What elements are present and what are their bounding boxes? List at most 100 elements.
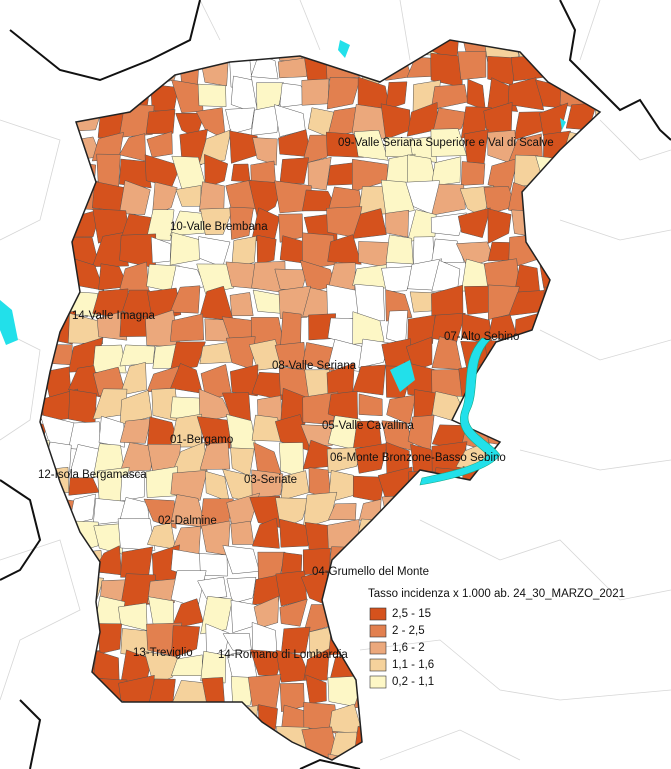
municipality xyxy=(280,626,311,654)
municipality xyxy=(352,311,385,345)
municipality xyxy=(120,546,154,578)
province-border xyxy=(39,39,602,761)
municipality xyxy=(197,576,228,599)
district-label: 03-Seriate xyxy=(244,474,297,486)
district-label: 07-Alto Sebino xyxy=(444,331,519,343)
municipality xyxy=(431,238,465,263)
municipality xyxy=(231,235,257,270)
municipality xyxy=(169,232,207,266)
district-label: 14-Romano di Lombardia xyxy=(218,649,348,661)
municipality xyxy=(386,310,408,345)
municipality xyxy=(119,361,147,396)
lake xyxy=(390,360,415,392)
municipality xyxy=(353,129,389,161)
municipality xyxy=(325,131,365,158)
municipality xyxy=(358,393,383,417)
municipality xyxy=(251,517,280,549)
municipality xyxy=(170,625,200,659)
municipality xyxy=(204,153,229,189)
municipality xyxy=(386,394,417,425)
legend-label: 0,2 - 1,1 xyxy=(392,676,434,688)
municipality xyxy=(431,183,466,216)
municipality xyxy=(279,518,312,548)
legend-label: 1,6 - 2 xyxy=(392,642,425,654)
municipality xyxy=(200,596,233,635)
municipality xyxy=(170,469,208,501)
municipality xyxy=(251,469,284,500)
municipality xyxy=(199,553,228,577)
lake-iseo xyxy=(419,337,501,486)
municipality xyxy=(229,206,254,240)
municipality xyxy=(152,181,178,217)
municipality xyxy=(230,520,255,545)
municipality xyxy=(380,179,415,216)
municipality xyxy=(405,336,433,372)
municipality xyxy=(119,158,152,189)
municipality xyxy=(385,209,409,238)
municipality xyxy=(119,390,153,426)
municipality xyxy=(280,387,310,425)
legend-title: Tasso incidenza x 1.000 ab. 24_30_MARZO_… xyxy=(368,588,625,600)
district-label: 01-Bergamo xyxy=(170,434,233,446)
district-labels: 09-Valle Seriana Superiore e Val di Scal… xyxy=(38,137,554,661)
municipality xyxy=(200,650,227,684)
municipality xyxy=(250,104,281,136)
municipality xyxy=(252,137,278,166)
legend: Tasso incidenza x 1.000 ab. 24_30_MARZO_… xyxy=(368,588,625,689)
district-label: 06-Monte Bronzone-Basso Sebino xyxy=(330,452,506,464)
municipality xyxy=(385,81,408,111)
legend-label: 2 - 2,5 xyxy=(392,625,425,637)
municipality xyxy=(279,157,310,184)
municipality xyxy=(179,128,208,166)
municipality xyxy=(119,418,152,444)
municipality xyxy=(119,344,156,367)
district-label: 09-Valle Seriana Superiore e Val di Scal… xyxy=(338,137,554,149)
municipality xyxy=(120,474,145,502)
municipality xyxy=(68,389,97,425)
municipality xyxy=(197,83,227,107)
municipality xyxy=(354,283,385,322)
legend-label: 1,1 - 1,6 xyxy=(392,659,434,671)
municipality xyxy=(170,341,206,372)
municipality xyxy=(119,442,155,472)
municipality xyxy=(225,107,255,135)
municipality xyxy=(199,442,231,470)
municipality xyxy=(278,285,311,319)
municipality xyxy=(457,51,487,81)
municipality xyxy=(327,234,362,265)
district-label: 04-Grumello del Monte xyxy=(312,566,429,578)
municipality xyxy=(381,266,415,292)
municipality xyxy=(354,442,388,474)
municipality xyxy=(247,674,282,711)
municipality xyxy=(92,344,127,374)
municipality xyxy=(279,598,308,627)
municipality xyxy=(256,234,277,265)
municipality xyxy=(169,285,201,314)
municipality xyxy=(96,310,128,341)
district-label: 13-Treviglio xyxy=(133,647,193,659)
municipality xyxy=(326,446,364,474)
municipality xyxy=(457,207,491,238)
municipality xyxy=(146,209,175,241)
municipality xyxy=(68,313,104,345)
district-label: 05-Valle Cavallina xyxy=(322,420,414,432)
legend-swatch xyxy=(369,675,387,689)
municipality xyxy=(507,77,545,111)
municipality xyxy=(305,674,327,705)
municipality xyxy=(301,78,330,106)
municipality xyxy=(170,313,204,342)
municipality xyxy=(307,156,332,191)
municipality xyxy=(229,292,254,317)
legend-swatch xyxy=(369,658,387,672)
municipality xyxy=(352,364,386,396)
municipality xyxy=(430,212,467,237)
municipality xyxy=(97,623,122,655)
district-label: 12-Isola Bergamasca xyxy=(38,469,147,481)
municipality xyxy=(431,156,462,187)
legend-swatch xyxy=(369,641,387,655)
municipality xyxy=(143,498,177,529)
municipality xyxy=(461,161,486,186)
